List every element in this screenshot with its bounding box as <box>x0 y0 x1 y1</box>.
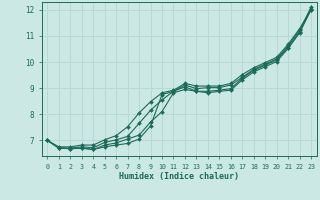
X-axis label: Humidex (Indice chaleur): Humidex (Indice chaleur) <box>119 172 239 181</box>
